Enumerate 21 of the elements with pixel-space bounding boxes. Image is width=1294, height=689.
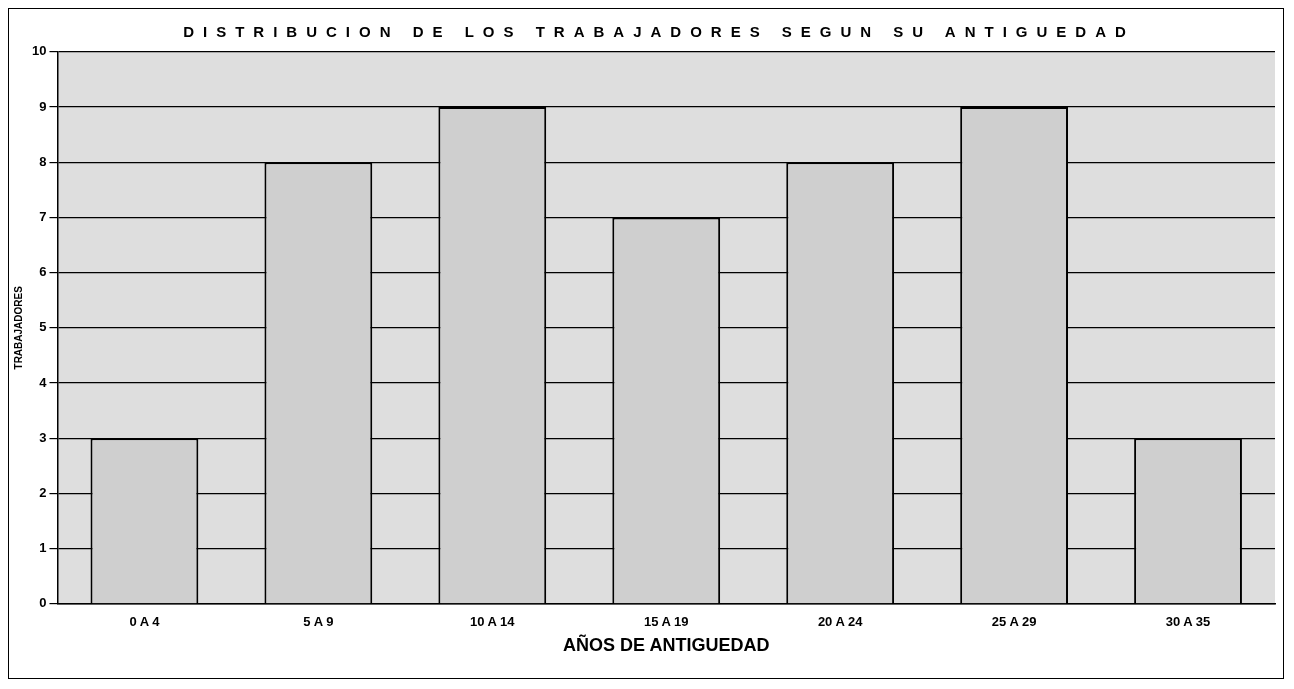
y-tick-label: 2 bbox=[39, 484, 47, 500]
y-axis-title: TRABAJADORES bbox=[12, 285, 24, 370]
y-tick-label: 9 bbox=[39, 98, 47, 114]
y-tick-label: 7 bbox=[39, 208, 47, 224]
y-tick-label: 8 bbox=[39, 153, 47, 169]
x-tick-label: 25 A 29 bbox=[991, 614, 1037, 630]
y-tick-label: 6 bbox=[39, 264, 47, 280]
x-tick-label: 15 A 19 bbox=[643, 614, 689, 630]
y-tick-label: 5 bbox=[39, 319, 47, 335]
x-axis-title: AÑOS DE ANTIGUEDAD bbox=[563, 634, 770, 656]
x-tick-label: 30 A 35 bbox=[1165, 614, 1211, 630]
x-tick-label: 0 A 4 bbox=[129, 614, 161, 630]
x-tick-label: 20 A 24 bbox=[817, 614, 864, 630]
x-tick-label: 10 A 14 bbox=[470, 614, 516, 630]
y-tick-label: 0 bbox=[39, 595, 47, 611]
x-tick-label: 5 A 9 bbox=[303, 614, 334, 630]
y-tick-label: 1 bbox=[39, 540, 47, 556]
y-tick-label: 4 bbox=[39, 374, 48, 390]
y-tick-label: 10 bbox=[31, 43, 47, 59]
chart-title: DISTRIBUCION DE LOS TRABAJADORES SEGUN SU ANTIGUEDAD bbox=[182, 23, 1136, 41]
y-tick-label: 3 bbox=[39, 429, 47, 445]
